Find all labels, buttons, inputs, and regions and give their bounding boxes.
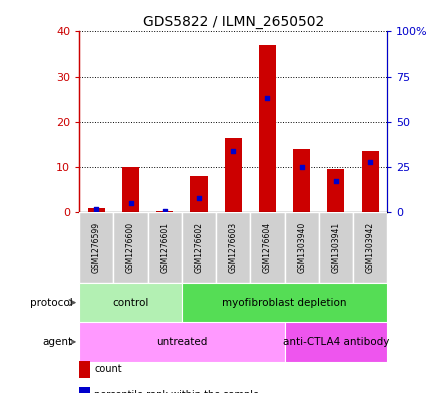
Bar bbox=[285, 212, 319, 283]
Bar bbox=[79, 322, 285, 362]
Text: control: control bbox=[112, 298, 149, 308]
Bar bbox=[353, 212, 387, 283]
Text: myofibroblast depletion: myofibroblast depletion bbox=[222, 298, 347, 308]
Point bbox=[127, 200, 134, 206]
Point bbox=[195, 195, 202, 201]
Text: GSM1276599: GSM1276599 bbox=[92, 222, 101, 273]
Bar bbox=[79, 212, 114, 283]
Bar bbox=[293, 149, 310, 212]
Text: GSM1276604: GSM1276604 bbox=[263, 222, 272, 273]
Point bbox=[230, 148, 237, 154]
Bar bbox=[88, 208, 105, 212]
Bar bbox=[250, 212, 285, 283]
Point bbox=[264, 95, 271, 101]
Point bbox=[367, 158, 374, 165]
Text: untreated: untreated bbox=[156, 337, 208, 347]
Text: anti-CTLA4 antibody: anti-CTLA4 antibody bbox=[282, 337, 389, 347]
Text: GSM1276600: GSM1276600 bbox=[126, 222, 135, 273]
Bar bbox=[362, 151, 379, 212]
Bar bbox=[79, 362, 90, 378]
Text: agent: agent bbox=[43, 337, 73, 347]
Bar bbox=[182, 212, 216, 283]
Point bbox=[332, 178, 339, 185]
Text: protocol: protocol bbox=[30, 298, 73, 308]
Text: percentile rank within the sample: percentile rank within the sample bbox=[94, 390, 259, 393]
Bar bbox=[79, 283, 182, 322]
Bar bbox=[216, 212, 250, 283]
Bar bbox=[114, 212, 148, 283]
Bar bbox=[285, 322, 387, 362]
Bar bbox=[182, 283, 387, 322]
Text: count: count bbox=[94, 364, 122, 375]
Point bbox=[93, 206, 100, 212]
Text: GSM1276601: GSM1276601 bbox=[160, 222, 169, 273]
Text: GSM1276602: GSM1276602 bbox=[194, 222, 203, 273]
Text: GSM1276603: GSM1276603 bbox=[229, 222, 238, 273]
Bar bbox=[225, 138, 242, 212]
Bar bbox=[156, 211, 173, 212]
Bar bbox=[148, 212, 182, 283]
Point bbox=[298, 164, 305, 170]
Text: GSM1303942: GSM1303942 bbox=[366, 222, 374, 273]
Bar bbox=[327, 169, 345, 212]
Point bbox=[161, 208, 168, 215]
Text: GSM1303941: GSM1303941 bbox=[331, 222, 341, 273]
Bar bbox=[79, 387, 90, 393]
Bar bbox=[259, 45, 276, 212]
Title: GDS5822 / ILMN_2650502: GDS5822 / ILMN_2650502 bbox=[143, 15, 324, 29]
Text: GSM1303940: GSM1303940 bbox=[297, 222, 306, 273]
Bar bbox=[319, 212, 353, 283]
Bar bbox=[191, 176, 208, 212]
Bar bbox=[122, 167, 139, 212]
